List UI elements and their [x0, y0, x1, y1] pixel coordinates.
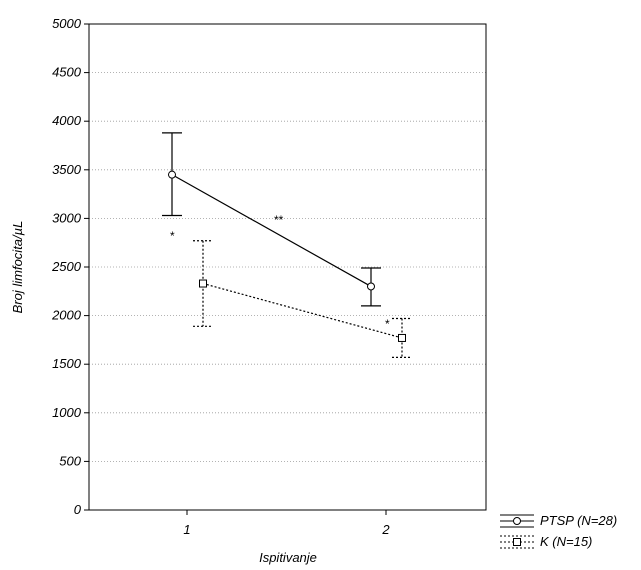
data-point: [367, 282, 375, 291]
annotation-2: **: [274, 213, 284, 227]
x-tick-label: 1: [183, 522, 190, 537]
y-axis-title: Broj limfocita/µL: [10, 221, 25, 314]
x-tick-label: 2: [381, 522, 390, 537]
y-tick-label: 5000: [52, 16, 82, 31]
x-axis-title: Ispitivanje: [259, 550, 317, 565]
error-bar: [193, 240, 213, 327]
series-line: [171, 174, 372, 287]
y-tick-label: 3000: [52, 210, 82, 225]
series-layer: [162, 132, 412, 358]
y-tick-label: 1500: [52, 356, 82, 371]
legend-label: PTSP (N=28): [540, 513, 617, 528]
y-axis: 0 500 1000 1500 2000 2500 3000 3500 4000 4500 5000: [51, 16, 89, 517]
error-bar: [392, 317, 412, 358]
y-tick-label: 0: [74, 502, 82, 517]
legend: PTSP (N=28) K (N=15): [500, 513, 617, 549]
series-line: [202, 282, 403, 339]
series-1: [162, 132, 381, 307]
y-tick-label: 2000: [51, 308, 82, 323]
y-tick-label: 1000: [52, 405, 82, 420]
legend-item-1: PTSP (N=28): [500, 513, 617, 528]
data-point: [168, 170, 176, 179]
grid-lines: [89, 72, 486, 462]
data-point: [199, 279, 207, 288]
legend-marker: [513, 538, 521, 546]
y-tick-label: 2500: [51, 259, 82, 274]
y-tick-label: 4500: [52, 65, 82, 80]
data-point: [398, 333, 406, 342]
annotation-3: *: [385, 317, 390, 331]
y-tick-label: 4000: [52, 113, 82, 128]
legend-marker: [513, 517, 521, 525]
annotation-1: *: [170, 229, 175, 243]
y-tick-label: 500: [59, 453, 81, 468]
y-tick-label: 3500: [52, 162, 82, 177]
legend-item-2: K (N=15): [500, 534, 592, 549]
series-2: [193, 240, 412, 358]
legend-label: K (N=15): [540, 534, 592, 549]
